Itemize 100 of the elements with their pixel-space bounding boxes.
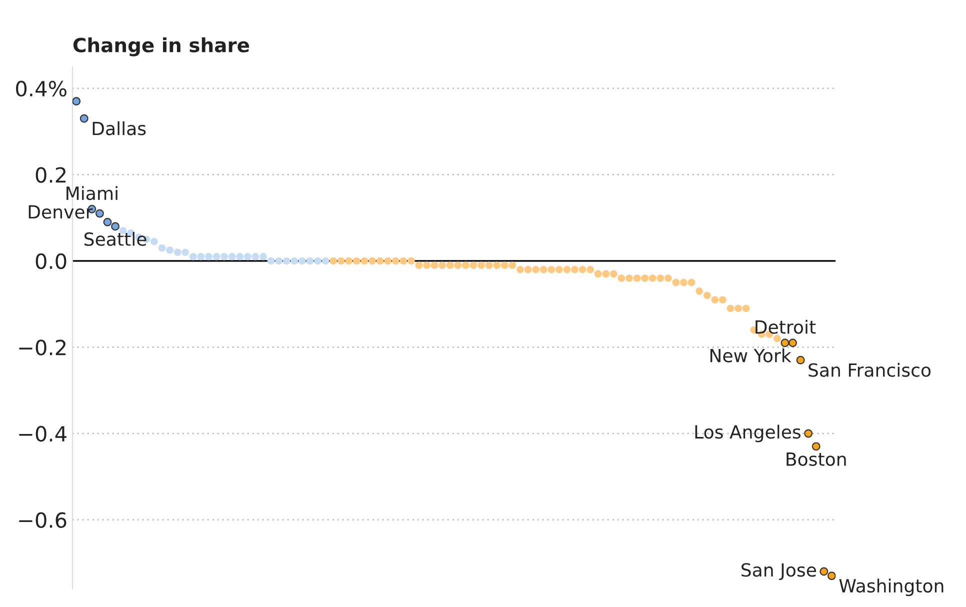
point (189, 252, 197, 260)
point (408, 257, 415, 265)
point (260, 252, 267, 260)
point (812, 442, 820, 451)
point (555, 266, 563, 274)
point (696, 287, 703, 295)
point (493, 262, 501, 269)
point (212, 252, 220, 260)
data-label: Boston (786, 452, 846, 466)
y-tick-label: −0.2 (19, 340, 66, 356)
point (532, 266, 540, 274)
point (376, 257, 384, 265)
y-tick-label: −0.4 (19, 426, 66, 442)
point (330, 257, 337, 265)
data-label: Detroit (756, 320, 816, 334)
point (827, 572, 836, 580)
point (166, 246, 174, 254)
point (664, 274, 672, 282)
point (820, 567, 828, 576)
y-axis-title: Change in share (73, 37, 250, 56)
y-tick-label: 0.2 (36, 167, 66, 183)
point (182, 248, 190, 256)
point (594, 270, 602, 278)
point (95, 209, 104, 218)
point (648, 274, 656, 282)
point (563, 266, 571, 274)
point (368, 257, 376, 265)
point (462, 262, 470, 269)
point (688, 278, 696, 286)
point (446, 262, 454, 269)
data-label: New York (710, 348, 792, 362)
point (602, 270, 610, 278)
data-label: Los Angeles (695, 424, 801, 442)
point (72, 97, 81, 106)
point (174, 248, 182, 256)
point (711, 296, 719, 304)
point (719, 296, 726, 304)
point (680, 278, 688, 286)
point (796, 356, 805, 364)
data-label: Denver (28, 205, 93, 219)
point (267, 257, 275, 265)
data-label: Washington (839, 578, 944, 596)
point (610, 270, 618, 278)
point (298, 257, 306, 265)
point (337, 257, 345, 265)
point (228, 252, 236, 260)
point (275, 257, 282, 265)
point (586, 266, 594, 274)
point (734, 304, 742, 312)
point (103, 218, 112, 226)
point (516, 266, 524, 274)
point (571, 266, 578, 274)
point (618, 274, 626, 282)
data-label: San Francisco (808, 362, 931, 377)
point (742, 304, 750, 312)
point (314, 257, 322, 265)
point (252, 252, 260, 260)
point (470, 262, 478, 269)
point (774, 334, 781, 342)
point (290, 257, 298, 265)
point (220, 252, 228, 260)
point (540, 266, 548, 274)
point (353, 257, 360, 265)
point (656, 274, 664, 282)
data-label: Dallas (92, 121, 146, 136)
point (111, 222, 120, 231)
point (205, 252, 212, 260)
point (158, 244, 166, 252)
point (478, 262, 485, 269)
point (360, 257, 368, 265)
point (726, 304, 734, 312)
point (508, 262, 516, 269)
point (236, 252, 244, 260)
point (641, 274, 648, 282)
point (548, 266, 556, 274)
point (423, 262, 430, 269)
point (578, 266, 586, 274)
point (672, 278, 680, 286)
point (306, 257, 314, 265)
point (485, 262, 493, 269)
point (804, 429, 813, 438)
point (626, 274, 633, 282)
point (500, 262, 508, 269)
data-label: Seattle (84, 232, 146, 246)
data-label: San Jose (742, 563, 816, 580)
point (244, 252, 252, 260)
point (524, 266, 532, 274)
point (392, 257, 400, 265)
point (345, 257, 353, 265)
data-label: Miami (66, 186, 118, 200)
point (80, 114, 88, 123)
point (438, 262, 446, 269)
point (454, 262, 462, 269)
point (633, 274, 641, 282)
point (400, 257, 408, 265)
y-tick-label: 0.0 (36, 253, 66, 270)
point (415, 262, 423, 269)
y-tick-label: 0.4% (16, 80, 66, 97)
point (197, 252, 205, 260)
point (322, 257, 330, 265)
